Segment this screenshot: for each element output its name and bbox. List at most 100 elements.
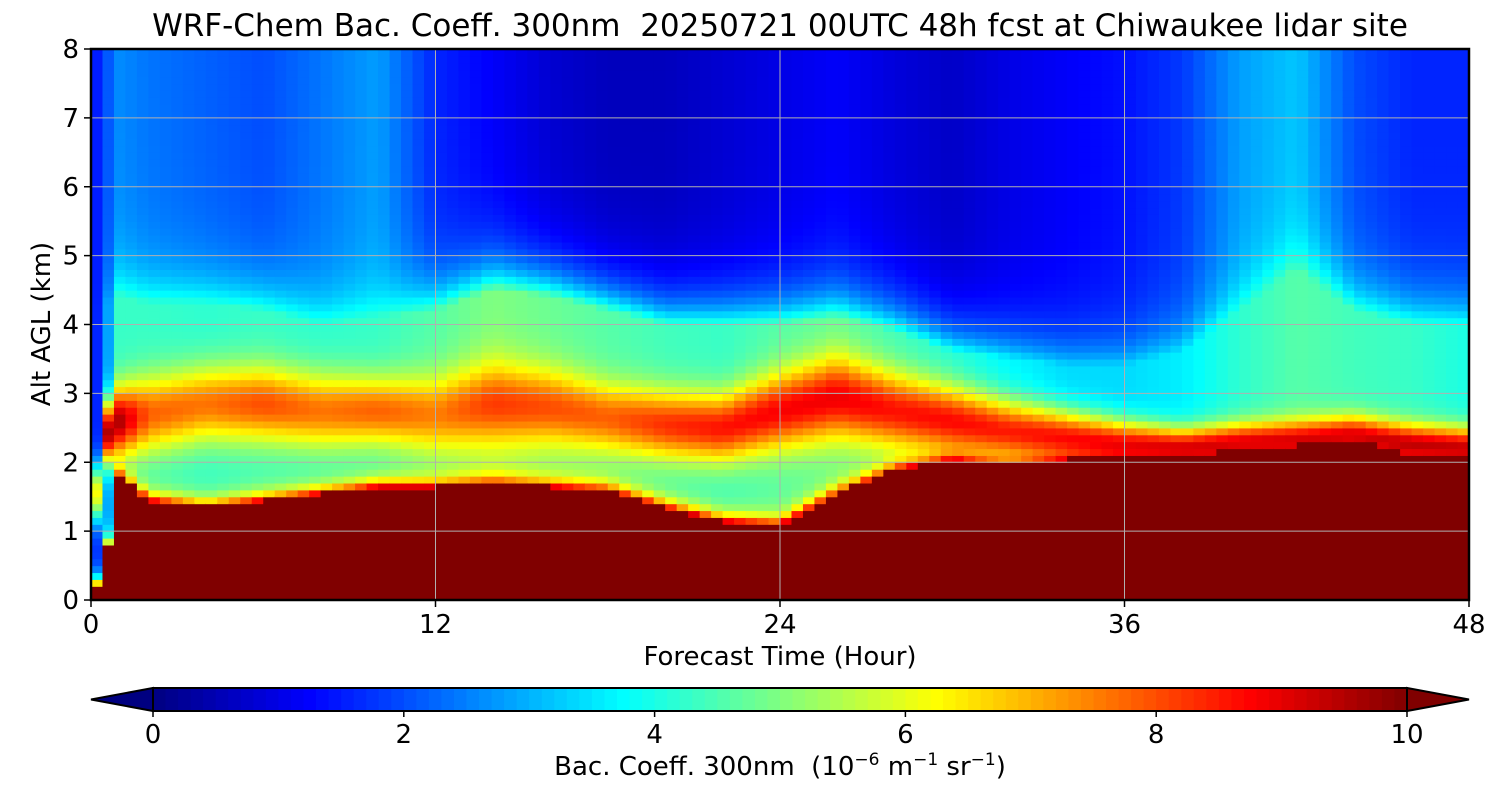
heatmap-cell	[159, 531, 172, 539]
heatmap-cell	[469, 310, 483, 319]
heatmap-cell	[136, 434, 150, 443]
heatmap-cell	[171, 510, 184, 518]
heatmap-cell	[424, 517, 437, 525]
heatmap-cell	[251, 476, 264, 484]
heatmap-cell	[757, 234, 770, 243]
heatmap-cell	[217, 290, 230, 298]
heatmap-cell	[653, 97, 666, 105]
heatmap-cell	[676, 283, 689, 291]
heatmap-cell	[642, 97, 655, 105]
heatmap-cell	[136, 76, 150, 85]
heatmap-cell	[251, 524, 264, 532]
heatmap-cell	[653, 138, 666, 147]
heatmap-cell	[630, 124, 643, 133]
heatmap-cell	[217, 55, 230, 64]
heatmap-cell	[481, 76, 494, 85]
heatmap-cell	[699, 110, 712, 119]
heatmap-cell	[136, 152, 150, 160]
heatmap-cell	[446, 207, 460, 215]
heatmap-cell	[596, 255, 609, 264]
heatmap-cell	[136, 400, 150, 408]
heatmap-cell	[332, 172, 345, 181]
heatmap-cell	[113, 586, 127, 594]
heatmap-cell	[286, 365, 299, 374]
heatmap-cell	[205, 365, 218, 374]
heatmap-cell	[607, 524, 620, 532]
heatmap-cell	[205, 420, 218, 429]
heatmap-cell	[642, 283, 655, 291]
heatmap-cell	[642, 255, 655, 264]
heatmap-cell	[171, 290, 184, 298]
heatmap-cell	[619, 379, 632, 388]
heatmap-cell	[504, 572, 517, 580]
heatmap-cell	[596, 207, 609, 215]
heatmap-cell	[492, 324, 505, 332]
heatmap-cell	[217, 593, 230, 600]
heatmap-cell	[125, 572, 138, 580]
heatmap-cell	[676, 524, 689, 532]
heatmap-cell	[125, 83, 138, 91]
heatmap-cell	[378, 524, 391, 532]
heatmap-cell	[412, 462, 425, 470]
heatmap-cell	[297, 352, 310, 360]
heatmap-cell	[619, 262, 632, 270]
heatmap-cell	[699, 214, 712, 222]
heatmap-cell	[550, 517, 563, 525]
heatmap-cell	[217, 379, 230, 388]
heatmap-cell	[699, 420, 712, 429]
heatmap-cell	[320, 579, 333, 587]
heatmap-cell	[745, 393, 758, 401]
heatmap-cell	[550, 510, 563, 518]
heatmap-cell	[446, 496, 460, 505]
heatmap-cell	[91, 172, 104, 181]
heatmap-cell	[171, 248, 184, 257]
heatmap-cell	[481, 262, 494, 270]
heatmap-cell	[251, 269, 264, 277]
heatmap-cell	[550, 283, 563, 291]
heatmap-cell	[768, 393, 781, 401]
heatmap-cell	[630, 489, 643, 498]
heatmap-cell	[355, 221, 368, 229]
heatmap-cell	[791, 345, 804, 353]
heatmap-cell	[136, 124, 150, 133]
heatmap-cell	[320, 276, 333, 284]
heatmap-cell	[802, 538, 816, 546]
heatmap-cell	[148, 83, 161, 91]
heatmap-cell	[297, 303, 310, 312]
heatmap-cell	[297, 296, 310, 305]
heatmap-cell	[171, 200, 184, 209]
heatmap-cell	[446, 510, 460, 518]
heatmap-cell	[355, 352, 368, 360]
heatmap-cell	[757, 352, 770, 360]
heatmap-cell	[320, 524, 333, 532]
heatmap-cell	[263, 358, 276, 367]
heatmap-cell	[389, 434, 402, 443]
heatmap-cell	[424, 97, 437, 105]
heatmap-cell	[722, 358, 735, 367]
heatmap-cell	[676, 269, 689, 277]
heatmap-cell	[757, 248, 770, 257]
heatmap-cell	[802, 579, 816, 587]
heatmap-cell	[148, 544, 161, 553]
heatmap-cell	[412, 200, 425, 209]
heatmap-cell	[481, 317, 494, 326]
heatmap-cell	[734, 124, 747, 133]
heatmap-cell	[159, 400, 172, 408]
heatmap-cell	[653, 228, 666, 236]
heatmap-cell	[619, 255, 632, 264]
heatmap-cell	[343, 503, 356, 512]
heatmap-cell	[458, 152, 471, 160]
heatmap-cell	[309, 400, 322, 408]
heatmap-cell	[768, 572, 781, 580]
heatmap-cell	[446, 579, 460, 587]
heatmap-cell	[573, 138, 586, 147]
heatmap-cell	[745, 448, 758, 456]
heatmap-cell	[366, 110, 379, 119]
heatmap-cell	[619, 172, 632, 181]
heatmap-cell	[205, 352, 218, 360]
heatmap-cell	[745, 310, 758, 319]
heatmap-cell	[401, 434, 414, 443]
heatmap-cell	[550, 414, 563, 422]
heatmap-cell	[91, 110, 104, 119]
heatmap-cell	[688, 303, 701, 312]
